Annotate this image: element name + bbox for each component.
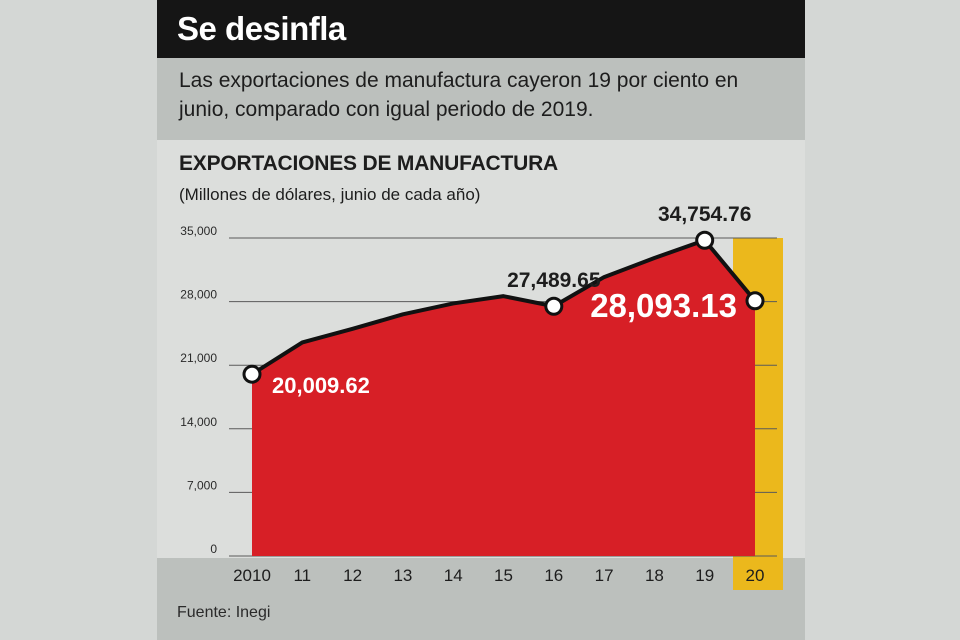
y-tick-label: 35,000 xyxy=(180,224,217,238)
x-tick-label: 18 xyxy=(645,566,664,585)
x-axis-band xyxy=(157,558,805,590)
y-tick-label: 14,000 xyxy=(180,415,217,429)
infographic-card: Se desinfla Las exportaciones de manufac… xyxy=(157,0,805,640)
y-tick-label: 21,000 xyxy=(180,351,217,365)
chart-title: EXPORTACIONES DE MANUFACTURA xyxy=(179,152,559,175)
x-tick-label: 20 xyxy=(746,566,765,585)
x-tick-label: 14 xyxy=(444,566,463,585)
y-tick-label: 28,000 xyxy=(180,288,217,302)
chart-subtitle: (Millones de dólares, junio de cada año) xyxy=(179,185,481,204)
left-background xyxy=(0,0,157,640)
x-tick-label: 19 xyxy=(695,566,714,585)
x-tick-label: 11 xyxy=(293,566,311,585)
y-tick-label: 7,000 xyxy=(187,478,217,492)
data-point-marker xyxy=(695,230,715,250)
x-tick-label: 15 xyxy=(494,566,513,585)
headline: Se desinfla xyxy=(157,0,805,58)
area-fill xyxy=(252,240,755,556)
data-point-marker xyxy=(745,291,765,311)
source-note: Fuente: Inegi xyxy=(177,604,271,621)
x-tick-label: 12 xyxy=(343,566,362,585)
area-chart: 0 7,000 14,000 21,000 28,000 35,000 2010 11 12 13… xyxy=(180,203,783,590)
x-tick-label: 13 xyxy=(393,566,412,585)
data-label: 34,754.76 xyxy=(658,203,751,226)
data-label: 27,489.65 xyxy=(507,269,601,292)
data-point-marker xyxy=(242,364,262,384)
lede-text: Las exportaciones de manufactura cayeron… xyxy=(179,69,739,121)
y-tick-label: 0 xyxy=(210,542,217,556)
x-tick-label: 17 xyxy=(595,566,614,585)
data-label: 20,009.62 xyxy=(272,373,370,398)
x-tick-label: 2010 xyxy=(233,566,271,585)
data-point-marker xyxy=(544,296,564,316)
data-label-highlight: 28,093.13 xyxy=(590,287,737,324)
series-line xyxy=(250,238,757,376)
highlight-axis-cell xyxy=(733,556,783,590)
right-background xyxy=(805,0,960,640)
x-tick-label: 16 xyxy=(544,566,563,585)
